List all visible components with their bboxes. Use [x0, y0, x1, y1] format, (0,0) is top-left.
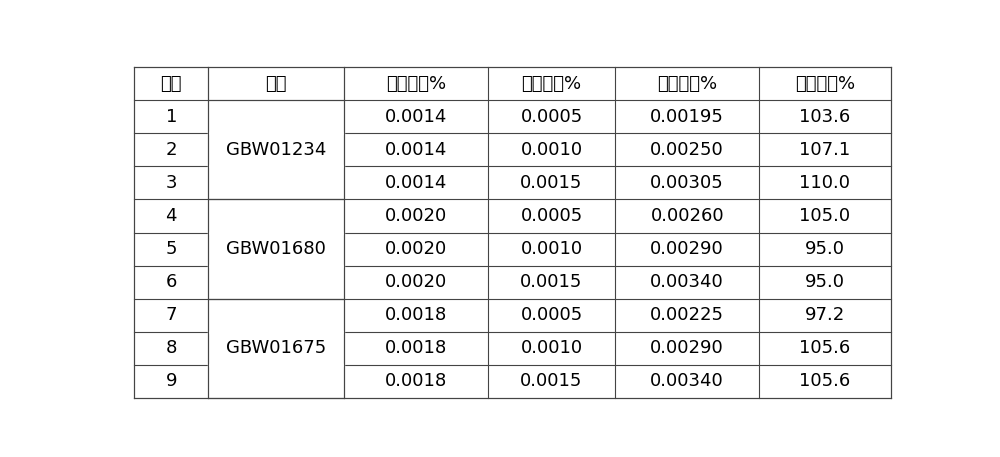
Text: 0.00195: 0.00195	[650, 108, 724, 126]
Text: 0.0015: 0.0015	[520, 174, 583, 192]
Text: GBW01234: GBW01234	[226, 141, 326, 159]
Text: 编号: 编号	[265, 74, 287, 93]
Text: 2: 2	[166, 141, 177, 159]
Text: 105.6: 105.6	[799, 339, 851, 357]
Text: 0.00305: 0.00305	[650, 174, 724, 192]
Text: 0.0010: 0.0010	[520, 141, 583, 159]
Text: 0.0020: 0.0020	[385, 273, 447, 291]
Text: 8: 8	[166, 339, 177, 357]
Text: 0.0010: 0.0010	[520, 339, 583, 357]
Text: GBW01680: GBW01680	[226, 240, 326, 258]
Text: 105.6: 105.6	[799, 372, 851, 390]
Text: 7: 7	[166, 306, 177, 324]
Text: 0.0018: 0.0018	[385, 339, 447, 357]
Text: 0.0014: 0.0014	[385, 108, 447, 126]
Text: 0.00225: 0.00225	[650, 306, 724, 324]
Text: 0.00340: 0.00340	[650, 273, 724, 291]
Text: 0.0015: 0.0015	[520, 372, 583, 390]
Text: 0.0015: 0.0015	[520, 273, 583, 291]
Text: 110.0: 110.0	[799, 174, 850, 192]
Text: 给定値，%: 给定値，%	[386, 74, 446, 93]
Text: 1: 1	[166, 108, 177, 126]
Text: 0.0018: 0.0018	[385, 306, 447, 324]
Text: 0.0010: 0.0010	[520, 240, 583, 258]
Text: 0.0014: 0.0014	[385, 174, 447, 192]
Text: 0.00290: 0.00290	[650, 339, 724, 357]
Text: 0.00340: 0.00340	[650, 372, 724, 390]
Text: 107.1: 107.1	[799, 141, 851, 159]
Text: 9: 9	[166, 372, 177, 390]
Text: 5: 5	[166, 240, 177, 258]
Text: 测定値，%: 测定値，%	[657, 74, 717, 93]
Text: 103.6: 103.6	[799, 108, 851, 126]
Text: 回收率，%: 回收率，%	[795, 74, 855, 93]
Text: 0.00250: 0.00250	[650, 141, 724, 159]
Text: 0.0020: 0.0020	[385, 207, 447, 225]
Text: 0.0020: 0.0020	[385, 240, 447, 258]
Text: 序号: 序号	[161, 74, 182, 93]
Text: GBW01675: GBW01675	[226, 339, 326, 357]
Text: 0.00260: 0.00260	[650, 207, 724, 225]
Text: 95.0: 95.0	[805, 273, 845, 291]
Text: 95.0: 95.0	[805, 240, 845, 258]
Text: 6: 6	[166, 273, 177, 291]
Text: 0.0005: 0.0005	[520, 108, 583, 126]
Text: 0.0005: 0.0005	[520, 306, 583, 324]
Text: 0.0014: 0.0014	[385, 141, 447, 159]
Text: 97.2: 97.2	[805, 306, 845, 324]
Text: 4: 4	[166, 207, 177, 225]
Text: 3: 3	[166, 174, 177, 192]
Text: 0.00290: 0.00290	[650, 240, 724, 258]
Text: 0.0005: 0.0005	[520, 207, 583, 225]
Text: 加标量，%: 加标量，%	[521, 74, 582, 93]
Text: 0.0018: 0.0018	[385, 372, 447, 390]
Text: 105.0: 105.0	[799, 207, 850, 225]
